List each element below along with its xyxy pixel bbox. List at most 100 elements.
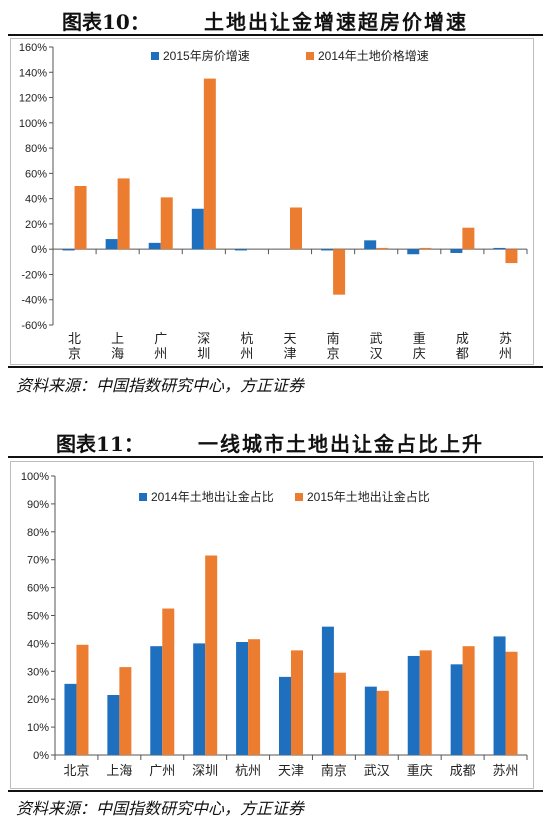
legend-label-series1: 2015年房价增速 [163, 48, 250, 63]
x-category-label: 成都 [456, 331, 469, 361]
bar-北京-series2 [76, 644, 89, 755]
x-category-label: 苏州 [493, 763, 519, 778]
y-tick-label: -40% [21, 295, 47, 307]
legend-label-series2: 2014年土地价格增速 [318, 48, 429, 63]
x-category-label: 苏州 [499, 331, 512, 361]
bar-重庆-series2 [419, 247, 432, 250]
bar-成都-series2 [462, 646, 475, 755]
figure2-label: 图表11： [56, 432, 144, 456]
x-category-label: 上海 [111, 331, 124, 361]
y-tick-label: 80% [27, 527, 49, 539]
bar-北京-series1 [62, 249, 75, 251]
bar-南京-series1 [321, 626, 334, 755]
x-category-label: 重庆 [413, 331, 426, 361]
chart1-frame: -60% -40% -20% 0% 20% 40% 60% 80% 100% 120% 140% 16… [10, 38, 534, 365]
chart2-svg: 0% 10% 20% 30% 40% 50% 60% 70% 80% 90% 100% 北京 上海 广州 深… [21, 471, 528, 778]
x-category-label: 成都 [450, 763, 476, 778]
bar-上海-series1 [107, 695, 120, 755]
bar-深圳-series1 [193, 643, 206, 755]
x-category-label: 天津 [283, 331, 296, 361]
y-tick-label: 60% [25, 168, 47, 180]
y-tick-label: -20% [21, 269, 47, 281]
bar-广州-series2 [160, 197, 173, 250]
bar-苏州-series1 [493, 247, 506, 250]
bar-武汉-series2 [376, 690, 389, 755]
figure2-caption: 一线城市土地出让金占比上升 [198, 432, 484, 456]
bar-杭州-series2 [248, 639, 261, 755]
chart1-svg: -60% -40% -20% 0% 20% 40% 60% 80% 100% 120% 140% 16… [19, 42, 528, 361]
x-category-label: 天津 [278, 763, 304, 778]
bar-深圳-series1 [191, 208, 204, 250]
x-category-label: 广州 [154, 331, 167, 361]
figure1-title: 图表10： 土地出让金增速超房价增速 [0, 2, 550, 36]
x-category-label: 深圳 [197, 331, 210, 361]
y-tick-label: 120% [19, 93, 47, 105]
figure1-label: 图表10： [62, 10, 150, 34]
x-category-label: 上海 [106, 763, 132, 778]
bar-天津-series1 [279, 676, 291, 755]
y-tick-label: 40% [27, 638, 49, 650]
figure1-caption: 土地出让金增速超房价增速 [204, 10, 468, 34]
legend-label-series1: 2014年土地出让金占比 [151, 489, 274, 504]
y-tick-label: 30% [27, 666, 49, 678]
x-category-label: 北京 [68, 331, 81, 361]
x-category-label: 南京 [327, 331, 340, 361]
y-tick-label: 70% [27, 555, 49, 567]
y-tick-label: 40% [25, 194, 47, 206]
x-category-label: 杭州 [240, 331, 253, 361]
bar-重庆-series1 [407, 655, 420, 755]
y-tick-label: 10% [27, 722, 49, 734]
figure2-source: 资料来源：中国指数研究中心，方正证券 [16, 799, 305, 818]
y-tick-label: 60% [27, 583, 49, 595]
legend-swatch-series2 [306, 52, 314, 60]
bar-深圳-series2 [205, 555, 218, 755]
bar-上海-series2 [119, 667, 132, 755]
bar-南京-series2 [333, 672, 346, 755]
y-tick-label: 50% [27, 611, 49, 623]
x-category-label: 武汉 [364, 763, 390, 778]
figure2-title: 图表11： 一线城市土地出让金占比上升 [0, 424, 550, 458]
y-tick-label: 80% [25, 143, 47, 155]
bar-武汉-series1 [364, 240, 377, 250]
y-tick-label: 0% [33, 750, 49, 762]
bar-广州-series2 [162, 608, 175, 755]
bar-北京-series2 [74, 186, 87, 250]
bar-上海-series1 [105, 239, 118, 250]
y-tick-label: 0% [31, 244, 47, 256]
x-category-label: 南京 [321, 763, 347, 778]
bar-武汉-series1 [364, 686, 377, 755]
bar-重庆-series2 [419, 650, 432, 755]
bar-重庆-series1 [407, 249, 420, 255]
figure1-top-rule [8, 34, 543, 36]
legend-label-series2: 2015年土地出让金占比 [307, 489, 430, 504]
y-tick-label: 20% [27, 694, 49, 706]
bar-天津-series2 [291, 650, 303, 755]
y-tick-label: 140% [19, 67, 47, 79]
figure1-source: 资料来源：中国指数研究中心，方正证券 [16, 376, 305, 395]
figure2-bottom-rule [8, 790, 543, 792]
bar-武汉-series2 [376, 247, 389, 250]
bar-南京-series2 [333, 249, 346, 295]
x-category-label: 重庆 [407, 763, 433, 778]
bar-上海-series2 [117, 178, 130, 250]
x-category-label: 杭州 [235, 763, 261, 778]
bar-南京-series1 [321, 249, 334, 251]
legend-swatch-series2 [295, 493, 303, 501]
bar-成都-series1 [450, 664, 463, 755]
y-tick-label: -60% [21, 320, 47, 332]
bar-成都-series2 [462, 227, 475, 250]
x-category-label: 深圳 [192, 763, 218, 778]
legend-swatch-series1 [151, 52, 159, 60]
y-tick-label: 100% [21, 471, 49, 483]
figure1-bottom-rule [8, 366, 543, 368]
bar-广州-series1 [150, 646, 163, 755]
y-tick-label: 90% [27, 499, 49, 511]
x-category-label: 广州 [149, 763, 175, 778]
figure2-top-rule [8, 456, 543, 458]
y-tick-label: 100% [19, 118, 47, 130]
bar-天津-series2 [290, 207, 302, 250]
bar-苏州-series2 [505, 249, 518, 264]
x-category-label: 北京 [63, 763, 89, 778]
chart2-frame: 0% 10% 20% 30% 40% 50% 60% 70% 80% 90% 100% 北京 上海 广州 深… [10, 461, 534, 789]
y-tick-label: 20% [25, 219, 47, 231]
